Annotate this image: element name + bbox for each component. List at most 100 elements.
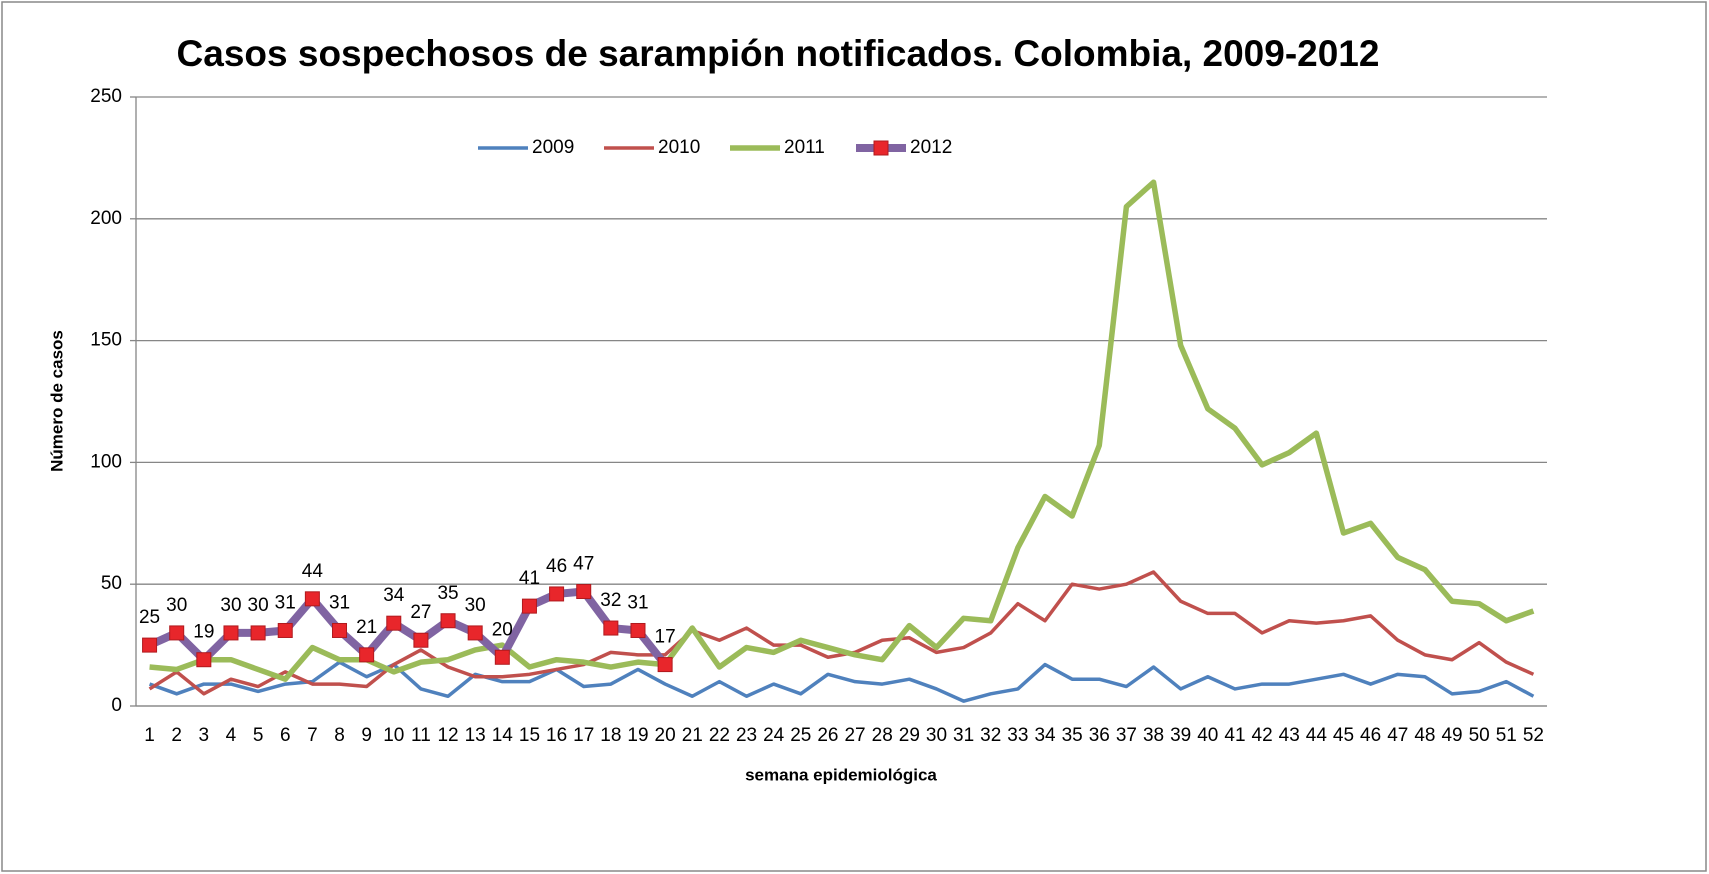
data-label: 30 — [465, 595, 486, 616]
x-tick-label: 37 — [1116, 725, 1137, 746]
point-marker — [223, 625, 239, 641]
x-tick-label: 41 — [1224, 725, 1245, 746]
data-label: 44 — [302, 561, 324, 582]
x-tick-label: 28 — [872, 725, 893, 746]
point-marker — [250, 625, 266, 641]
point-marker — [142, 637, 158, 653]
x-tick-label: 1 — [144, 725, 155, 746]
x-tick-label: 12 — [437, 725, 458, 746]
x-tick-label: 50 — [1469, 725, 1490, 746]
x-tick-label: 13 — [465, 725, 486, 746]
point-marker — [277, 622, 293, 638]
x-tick-label: 33 — [1007, 725, 1028, 746]
point-marker — [467, 625, 483, 641]
x-tick-label: 38 — [1143, 725, 1164, 746]
x-tick-label: 25 — [790, 725, 811, 746]
point-marker — [304, 591, 320, 607]
x-tick-label: 45 — [1333, 725, 1354, 746]
point-marker — [657, 657, 673, 673]
data-label: 31 — [627, 592, 648, 613]
point-marker — [386, 615, 402, 631]
series-line — [149, 179, 1535, 682]
y-tick-label: 0 — [111, 695, 122, 716]
x-tick-label: 3 — [199, 725, 210, 746]
x-tick-label: 27 — [844, 725, 865, 746]
data-label: 20 — [492, 619, 513, 640]
chart-title: Casos sospechosos de sarampión notificad… — [177, 33, 1380, 74]
x-tick-label: 52 — [1523, 725, 1544, 746]
data-label: 30 — [248, 595, 269, 616]
x-tick-label: 4 — [226, 725, 237, 746]
data-label: 41 — [519, 568, 540, 589]
data-label: 17 — [655, 627, 676, 648]
y-axis-title: Número de casos — [47, 330, 66, 472]
x-tick-label: 42 — [1252, 725, 1273, 746]
x-tick-label: 48 — [1414, 725, 1435, 746]
x-tick-label: 23 — [736, 725, 757, 746]
x-tick-label: 24 — [763, 725, 785, 746]
point-marker — [630, 622, 646, 638]
legend-label: 2011 — [784, 137, 825, 158]
point-marker — [413, 632, 429, 648]
legend-label: 2010 — [658, 137, 700, 158]
x-tick-label: 5 — [253, 725, 264, 746]
data-label: 34 — [383, 585, 405, 606]
data-label: 46 — [546, 556, 567, 577]
x-tick-label: 46 — [1360, 725, 1381, 746]
data-label: 35 — [437, 583, 458, 604]
x-tick-label: 20 — [655, 725, 676, 746]
point-marker — [332, 622, 348, 638]
data-label: 25 — [139, 607, 160, 628]
legend-label: 2012 — [910, 137, 952, 158]
x-tick-label: 40 — [1197, 725, 1218, 746]
point-marker — [494, 649, 510, 665]
series-line — [148, 570, 1535, 696]
x-tick-label: 15 — [519, 725, 540, 746]
data-label: 31 — [329, 592, 350, 613]
data-label: 19 — [193, 622, 214, 643]
point-marker — [359, 647, 375, 663]
x-tick-label: 29 — [899, 725, 920, 746]
data-label: 30 — [166, 595, 187, 616]
x-tick-label: 31 — [953, 725, 974, 746]
x-tick-label: 17 — [573, 725, 594, 746]
x-axis-title: semana epidemiológica — [745, 765, 937, 784]
x-tick-label: 18 — [600, 725, 621, 746]
y-tick-label: 100 — [90, 451, 122, 472]
legend-label: 2009 — [532, 137, 574, 158]
legend-marker — [873, 140, 889, 156]
x-tick-label: 26 — [817, 725, 838, 746]
point-marker — [576, 584, 592, 600]
x-tick-label: 22 — [709, 725, 730, 746]
x-tick-label: 8 — [334, 725, 345, 746]
x-tick-label: 49 — [1441, 725, 1462, 746]
y-tick-label: 200 — [90, 208, 122, 229]
x-tick-label: 34 — [1034, 725, 1056, 746]
x-tick-label: 43 — [1279, 725, 1300, 746]
data-label: 31 — [275, 592, 296, 613]
x-tick-label: 39 — [1170, 725, 1191, 746]
data-label: 32 — [600, 590, 621, 611]
x-tick-label: 32 — [980, 725, 1001, 746]
point-marker — [169, 625, 185, 641]
y-tick-label: 150 — [90, 330, 122, 351]
x-tick-label: 6 — [280, 725, 291, 746]
x-tick-label: 44 — [1306, 725, 1328, 746]
data-label: 30 — [220, 595, 241, 616]
x-tick-label: 2 — [171, 725, 182, 746]
x-tick-label: 51 — [1496, 725, 1517, 746]
x-tick-label: 19 — [627, 725, 648, 746]
data-label: 47 — [573, 554, 594, 575]
point-marker — [521, 598, 537, 614]
x-tick-label: 11 — [411, 725, 431, 746]
x-tick-label: 16 — [546, 725, 567, 746]
point-marker — [440, 613, 456, 629]
x-tick-label: 21 — [682, 725, 703, 746]
x-tick-label: 47 — [1387, 725, 1408, 746]
x-tick-label: 35 — [1062, 725, 1083, 746]
y-tick-label: 50 — [101, 573, 122, 594]
point-marker — [549, 586, 565, 602]
x-tick-label: 14 — [492, 725, 514, 746]
